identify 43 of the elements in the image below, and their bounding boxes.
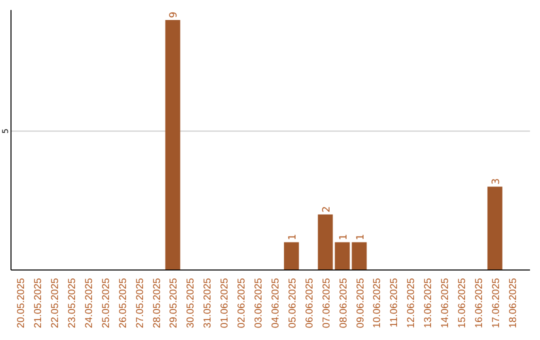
data-label: 2 (321, 206, 332, 212)
x-tick-label: 20.05.2025 (16, 278, 28, 328)
x-tick-label: 23.05.2025 (67, 278, 78, 328)
bar (318, 214, 333, 270)
x-tick-label: 30.05.2025 (186, 278, 197, 328)
x-tick-label: 07.06.2025 (321, 278, 332, 328)
x-tick-label: 16.06.2025 (474, 278, 485, 328)
x-tick-label: 24.05.2025 (84, 278, 95, 328)
x-tick-label: 03.06.2025 (254, 278, 265, 328)
x-tick-label: 14.06.2025 (440, 278, 452, 328)
x-tick-label: 08.06.2025 (338, 278, 350, 328)
x-tick-label: 01.06.2025 (220, 278, 231, 328)
x-tick-label: 12.06.2025 (406, 278, 418, 328)
bar (165, 20, 180, 270)
x-tick-label: 17.06.2025 (490, 278, 502, 328)
data-label: 1 (355, 234, 366, 240)
bar (334, 242, 350, 270)
x-tick-label: 10.06.2025 (372, 278, 384, 328)
x-tick-label: 06.06.2025 (304, 278, 316, 328)
x-tick-label: 18.06.2025 (508, 278, 519, 328)
x-tick-label: 31.05.2025 (202, 278, 214, 328)
data-label: 1 (338, 234, 350, 240)
x-tick-label: 26.05.2025 (118, 278, 129, 328)
bar (284, 242, 299, 270)
data-label: 9 (168, 12, 180, 18)
bar (487, 186, 502, 270)
x-tick-label: 04.06.2025 (270, 278, 282, 328)
x-tick-label: 09.06.2025 (355, 278, 366, 328)
x-tick-label: 11.06.2025 (389, 278, 400, 328)
x-tick-label: 28.05.2025 (152, 278, 163, 328)
data-label: 1 (287, 234, 298, 240)
bar (352, 242, 367, 270)
x-tick-label: 13.06.2025 (423, 278, 434, 328)
x-tick-label: 27.05.2025 (134, 278, 146, 328)
data-label: 3 (490, 178, 502, 185)
x-tick-label: 05.06.2025 (287, 278, 298, 328)
x-tick-label: 29.05.2025 (168, 278, 180, 328)
y-tick-label: 5 (1, 128, 10, 134)
x-tick-label: 21.05.2025 (33, 278, 44, 328)
x-tick-label: 15.06.2025 (456, 278, 468, 328)
x-tick-label: 02.06.2025 (236, 278, 248, 328)
x-tick-label: 25.05.2025 (100, 278, 112, 328)
x-tick-label: 22.05.2025 (50, 278, 62, 328)
